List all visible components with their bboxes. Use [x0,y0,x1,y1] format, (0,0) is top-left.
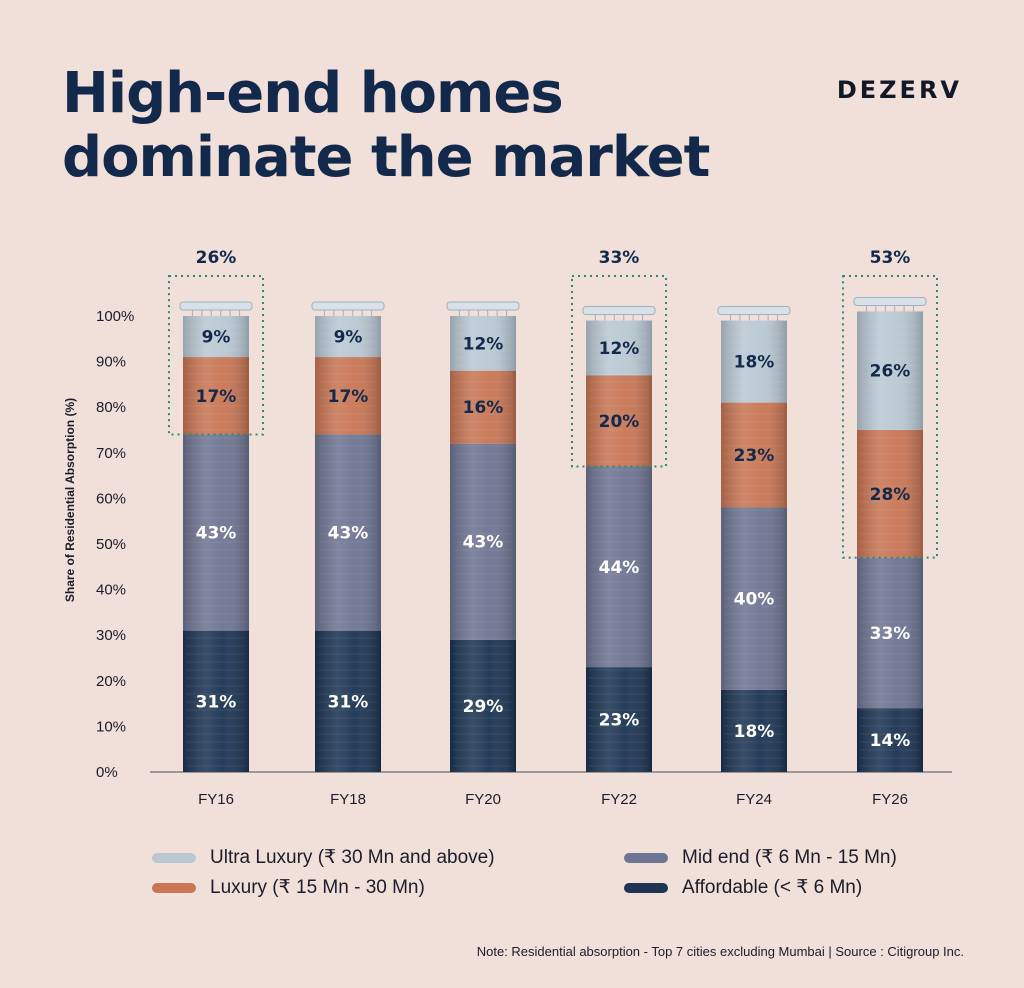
segment-label-fy24-affordable: 18% [734,722,775,742]
y-tick-label: 30% [96,627,126,644]
highlight-label-fy22: 33% [599,248,640,268]
y-tick-label: 100% [96,308,134,325]
rooftop-crown [446,301,520,311]
x-tick-label-fy20: FY20 [465,791,501,808]
segment-label-fy18-ultra-luxury: 9% [334,328,363,348]
segment-label-fy18-affordable: 31% [328,692,369,712]
x-tick-label-fy26: FY26 [872,791,908,808]
legend-label-affordable: Affordable (< ₹ 6 Mn) [682,877,863,898]
x-tick-label-fy24: FY24 [736,791,772,808]
bar-shading [586,320,652,772]
segment-label-fy26-mid-end: 33% [870,624,911,644]
segment-label-fy26-ultra-luxury: 26% [870,362,911,382]
segment-label-fy22-luxury: 20% [599,412,640,432]
segment-label-fy16-ultra-luxury: 9% [202,328,231,348]
segment-label-fy20-ultra-luxury: 12% [463,334,504,354]
highlight-box-fy22 [571,275,667,468]
legend-label-ultra-luxury: Ultra Luxury (₹ 30 Mn and above) [210,847,495,868]
segment-label-fy22-ultra-luxury: 12% [599,339,640,359]
legend-label-luxury: Luxury (₹ 15 Mn - 30 Mn) [210,877,425,898]
stacked-bar-chart: Share of Residential Absorption (%) 0% 10%… [63,248,952,808]
highlight-box-fy26 [842,275,938,559]
rooftop-crown [853,296,927,306]
y-tick-label: 50% [96,536,126,553]
x-tick-label-fy18: FY18 [330,791,366,808]
rooftop-crown [717,306,791,316]
highlight-label-fy26: 53% [870,248,911,268]
brand-logo: DEZERV [836,76,962,104]
y-tick-label: 70% [96,445,126,462]
segment-label-fy20-affordable: 29% [463,697,504,717]
segment-label-fy22-mid-end: 44% [599,558,640,578]
x-tick-label-fy22: FY22 [601,791,637,808]
legend-item-ultra-luxury: Ultra Luxury (₹ 30 Mn and above) [152,846,495,869]
legend-item-luxury: Luxury (₹ 15 Mn - 30 Mn) [152,876,425,899]
chart-title: High-end homes dominate the market [62,61,710,190]
y-tick-label: 40% [96,582,126,599]
segment-label-fy20-mid-end: 43% [463,533,504,553]
chart-legend: Ultra Luxury (₹ 30 Mn and above) Luxury … [152,846,952,902]
bar-shading [857,311,923,772]
segment-label-fy24-ultra-luxury: 18% [734,353,775,373]
y-tick-label: 60% [96,490,126,507]
legend-swatch-mid-end [624,852,668,863]
y-tick-label: 20% [96,673,126,690]
rooftop-crown [179,301,253,311]
segment-label-fy18-mid-end: 43% [328,524,369,544]
legend-swatch-affordable [624,882,668,893]
x-tick-label-fy16: FY16 [198,791,234,808]
legend-item-affordable: Affordable (< ₹ 6 Mn) [624,876,862,899]
source-note: Note: Residential absorption - Top 7 cit… [476,944,964,959]
legend-swatch-ultra-luxury [152,852,196,863]
rooftop-crown [311,301,385,311]
y-tick-label: 90% [96,354,126,371]
segment-label-fy22-affordable: 23% [599,711,640,731]
rooftop-crown [582,306,656,316]
bar-shading [183,316,249,772]
segment-label-fy16-affordable: 31% [196,692,237,712]
segment-label-fy16-luxury: 17% [196,387,237,407]
legend-label-mid-end: Mid end (₹ 6 Mn - 15 Mn) [682,847,897,868]
segment-label-fy26-affordable: 14% [870,731,911,751]
y-tick-label: 0% [96,764,118,781]
bar-shading [721,320,787,772]
y-tick-label: 80% [96,399,126,416]
y-axis-label: Share of Residential Absorption (%) [63,398,77,602]
legend-swatch-luxury [152,882,196,893]
bar-shading [450,316,516,772]
legend-item-mid-end: Mid end (₹ 6 Mn - 15 Mn) [624,846,897,869]
highlight-label-fy16: 26% [196,248,237,268]
segment-label-fy16-mid-end: 43% [196,524,237,544]
segment-label-fy18-luxury: 17% [328,387,369,407]
bar-shading [315,316,381,772]
segment-label-fy20-luxury: 16% [463,398,504,418]
segment-label-fy26-luxury: 28% [870,485,911,505]
segment-label-fy24-luxury: 23% [734,446,775,466]
y-tick-label: 10% [96,718,126,735]
segment-label-fy24-mid-end: 40% [734,590,775,610]
